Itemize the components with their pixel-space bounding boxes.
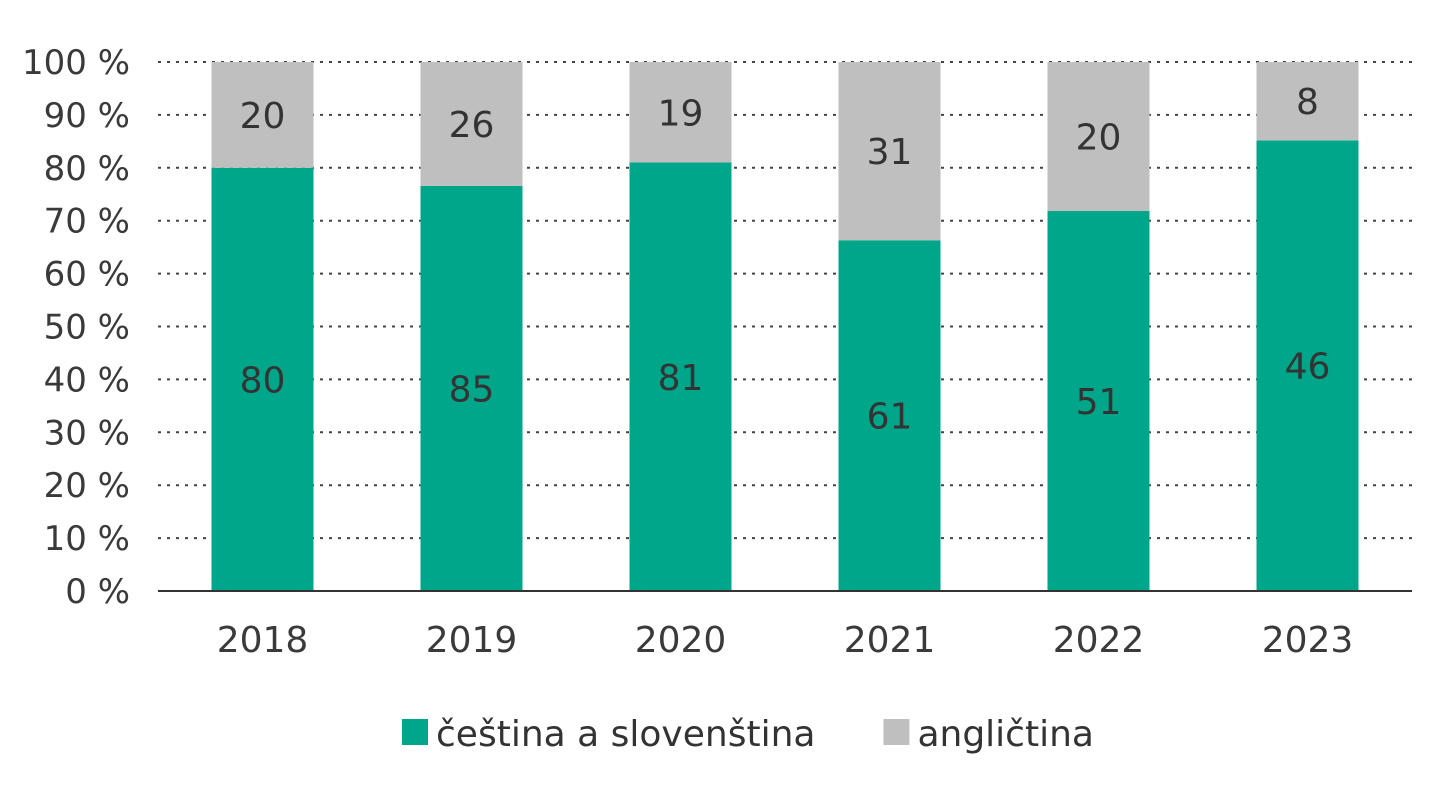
y-tick-label: 50 % <box>44 308 130 348</box>
x-tick-label-2022: 2022 <box>1053 620 1145 661</box>
legend-swatch-0 <box>402 719 428 745</box>
y-axis-tick-labels: 0 % 10 % 20 % 30 % 40 % 50 % 60 % 70 % 80 % 90 % 1… <box>22 43 130 612</box>
legend-label-1: angličtina <box>917 714 1094 755</box>
legend-swatch-1 <box>883 719 910 745</box>
bar-segment-2021-s1 <box>838 62 941 241</box>
bar-segment-2019-s1 <box>420 62 523 186</box>
y-tick-label: 40 % <box>44 360 130 400</box>
data-label-2018-s0: 80 <box>240 360 286 401</box>
grid-lines <box>158 61 1412 540</box>
data-label-2021-s0: 61 <box>867 397 913 438</box>
y-tick-label: 100 % <box>22 43 130 83</box>
bar-segment-2021-s0 <box>838 240 941 591</box>
legend: čeština a slovenština angličtina <box>402 714 1094 755</box>
bar-segment-2022-s0 <box>1047 211 1150 591</box>
bar-segment-2018-s0 <box>211 167 314 592</box>
x-tick-label-2023: 2023 <box>1262 620 1354 661</box>
x-axis-tick-labels: 2018 2019 2020 2021 2022 2023 <box>217 620 1354 661</box>
x-tick-label-2019: 2019 <box>426 620 518 661</box>
data-labels: 80 20 85 26 81 19 61 31 51 20 46 8 <box>240 82 1331 437</box>
data-label-2021-s1: 31 <box>867 132 913 173</box>
x-tick-label-2018: 2018 <box>217 620 309 661</box>
data-label-2018-s1: 20 <box>240 96 286 137</box>
x-tick-label-2021: 2021 <box>844 620 936 661</box>
bar-segment-2020-s1 <box>629 62 732 163</box>
y-tick-label: 80 % <box>44 149 130 189</box>
data-label-2019-s0: 85 <box>449 369 495 410</box>
legend-label-0: čeština a slovenština <box>436 714 815 755</box>
bar-segment-2019-s0 <box>420 185 523 591</box>
y-tick-label: 70 % <box>44 202 130 242</box>
data-label-2020-s1: 19 <box>658 93 704 134</box>
y-tick-label: 0 % <box>65 572 130 612</box>
data-label-2023-s1: 8 <box>1296 82 1319 123</box>
x-tick-label-2020: 2020 <box>635 620 727 661</box>
data-label-2022-s0: 51 <box>1076 382 1122 423</box>
y-tick-label: 30 % <box>44 413 130 453</box>
data-label-2020-s0: 81 <box>658 358 704 399</box>
bar-segment-2018-s1 <box>211 62 314 168</box>
y-tick-label: 10 % <box>44 519 130 559</box>
bar-segment-2022-s1 <box>1047 62 1150 212</box>
bars <box>211 62 1359 592</box>
bar-segment-2023-s1 <box>1256 62 1359 141</box>
y-tick-label: 90 % <box>44 96 130 136</box>
bar-segment-2023-s0 <box>1256 140 1359 592</box>
data-label-2023-s0: 46 <box>1285 347 1331 388</box>
data-label-2022-s1: 20 <box>1076 118 1122 159</box>
bar-segment-2020-s0 <box>629 162 732 591</box>
data-label-2019-s1: 26 <box>449 105 495 146</box>
y-tick-label: 60 % <box>44 255 130 295</box>
y-tick-label: 20 % <box>44 466 130 506</box>
